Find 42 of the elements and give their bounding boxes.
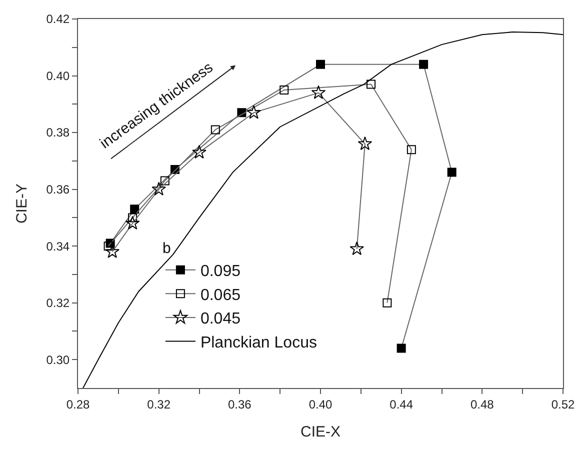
point xyxy=(366,80,376,89)
x-tick-label: 0.48 xyxy=(470,397,494,412)
y-tick-label: 0.34 xyxy=(46,239,70,254)
point xyxy=(128,213,138,222)
legend-label: 0.065 xyxy=(200,286,241,304)
x-tick-label: 0.36 xyxy=(228,397,252,412)
point xyxy=(447,168,456,177)
point xyxy=(160,176,170,186)
point xyxy=(406,145,416,154)
point xyxy=(350,241,364,256)
point xyxy=(382,298,392,308)
point xyxy=(358,136,372,150)
point xyxy=(396,344,406,353)
y-tick-label: 0.36 xyxy=(46,182,70,197)
point xyxy=(246,105,261,119)
y-tick-label: 0.30 xyxy=(46,352,70,367)
point xyxy=(280,85,289,94)
legend-label: Planckian Locus xyxy=(200,334,317,352)
point xyxy=(130,204,140,214)
point xyxy=(152,182,166,196)
x-tick-label: 0.28 xyxy=(66,397,90,412)
x-tick-label: 0.32 xyxy=(147,397,171,412)
y-tick-label: 0.42 xyxy=(46,12,70,26)
line-series xyxy=(82,32,563,388)
x-tick-label: 0.52 xyxy=(551,397,575,412)
x-tick-label: 0.44 xyxy=(390,397,414,412)
x-tick-label: 0.40 xyxy=(308,397,332,412)
y-tick-label: 0.32 xyxy=(46,296,70,310)
point xyxy=(104,242,113,251)
y-tick-label: 0.40 xyxy=(46,68,70,83)
point xyxy=(311,85,326,99)
point xyxy=(192,144,206,159)
x-axis-title: CIE-X xyxy=(300,423,341,440)
legend-title: b xyxy=(162,240,171,257)
y-axis-title: CIE-Y xyxy=(13,183,30,224)
point xyxy=(419,60,428,69)
legend-label: 0.045 xyxy=(200,310,241,328)
point xyxy=(125,216,140,230)
legend-label: 0.095 xyxy=(200,263,241,280)
point xyxy=(210,125,220,134)
point xyxy=(316,60,325,69)
y-tick-label: 0.38 xyxy=(46,126,70,140)
